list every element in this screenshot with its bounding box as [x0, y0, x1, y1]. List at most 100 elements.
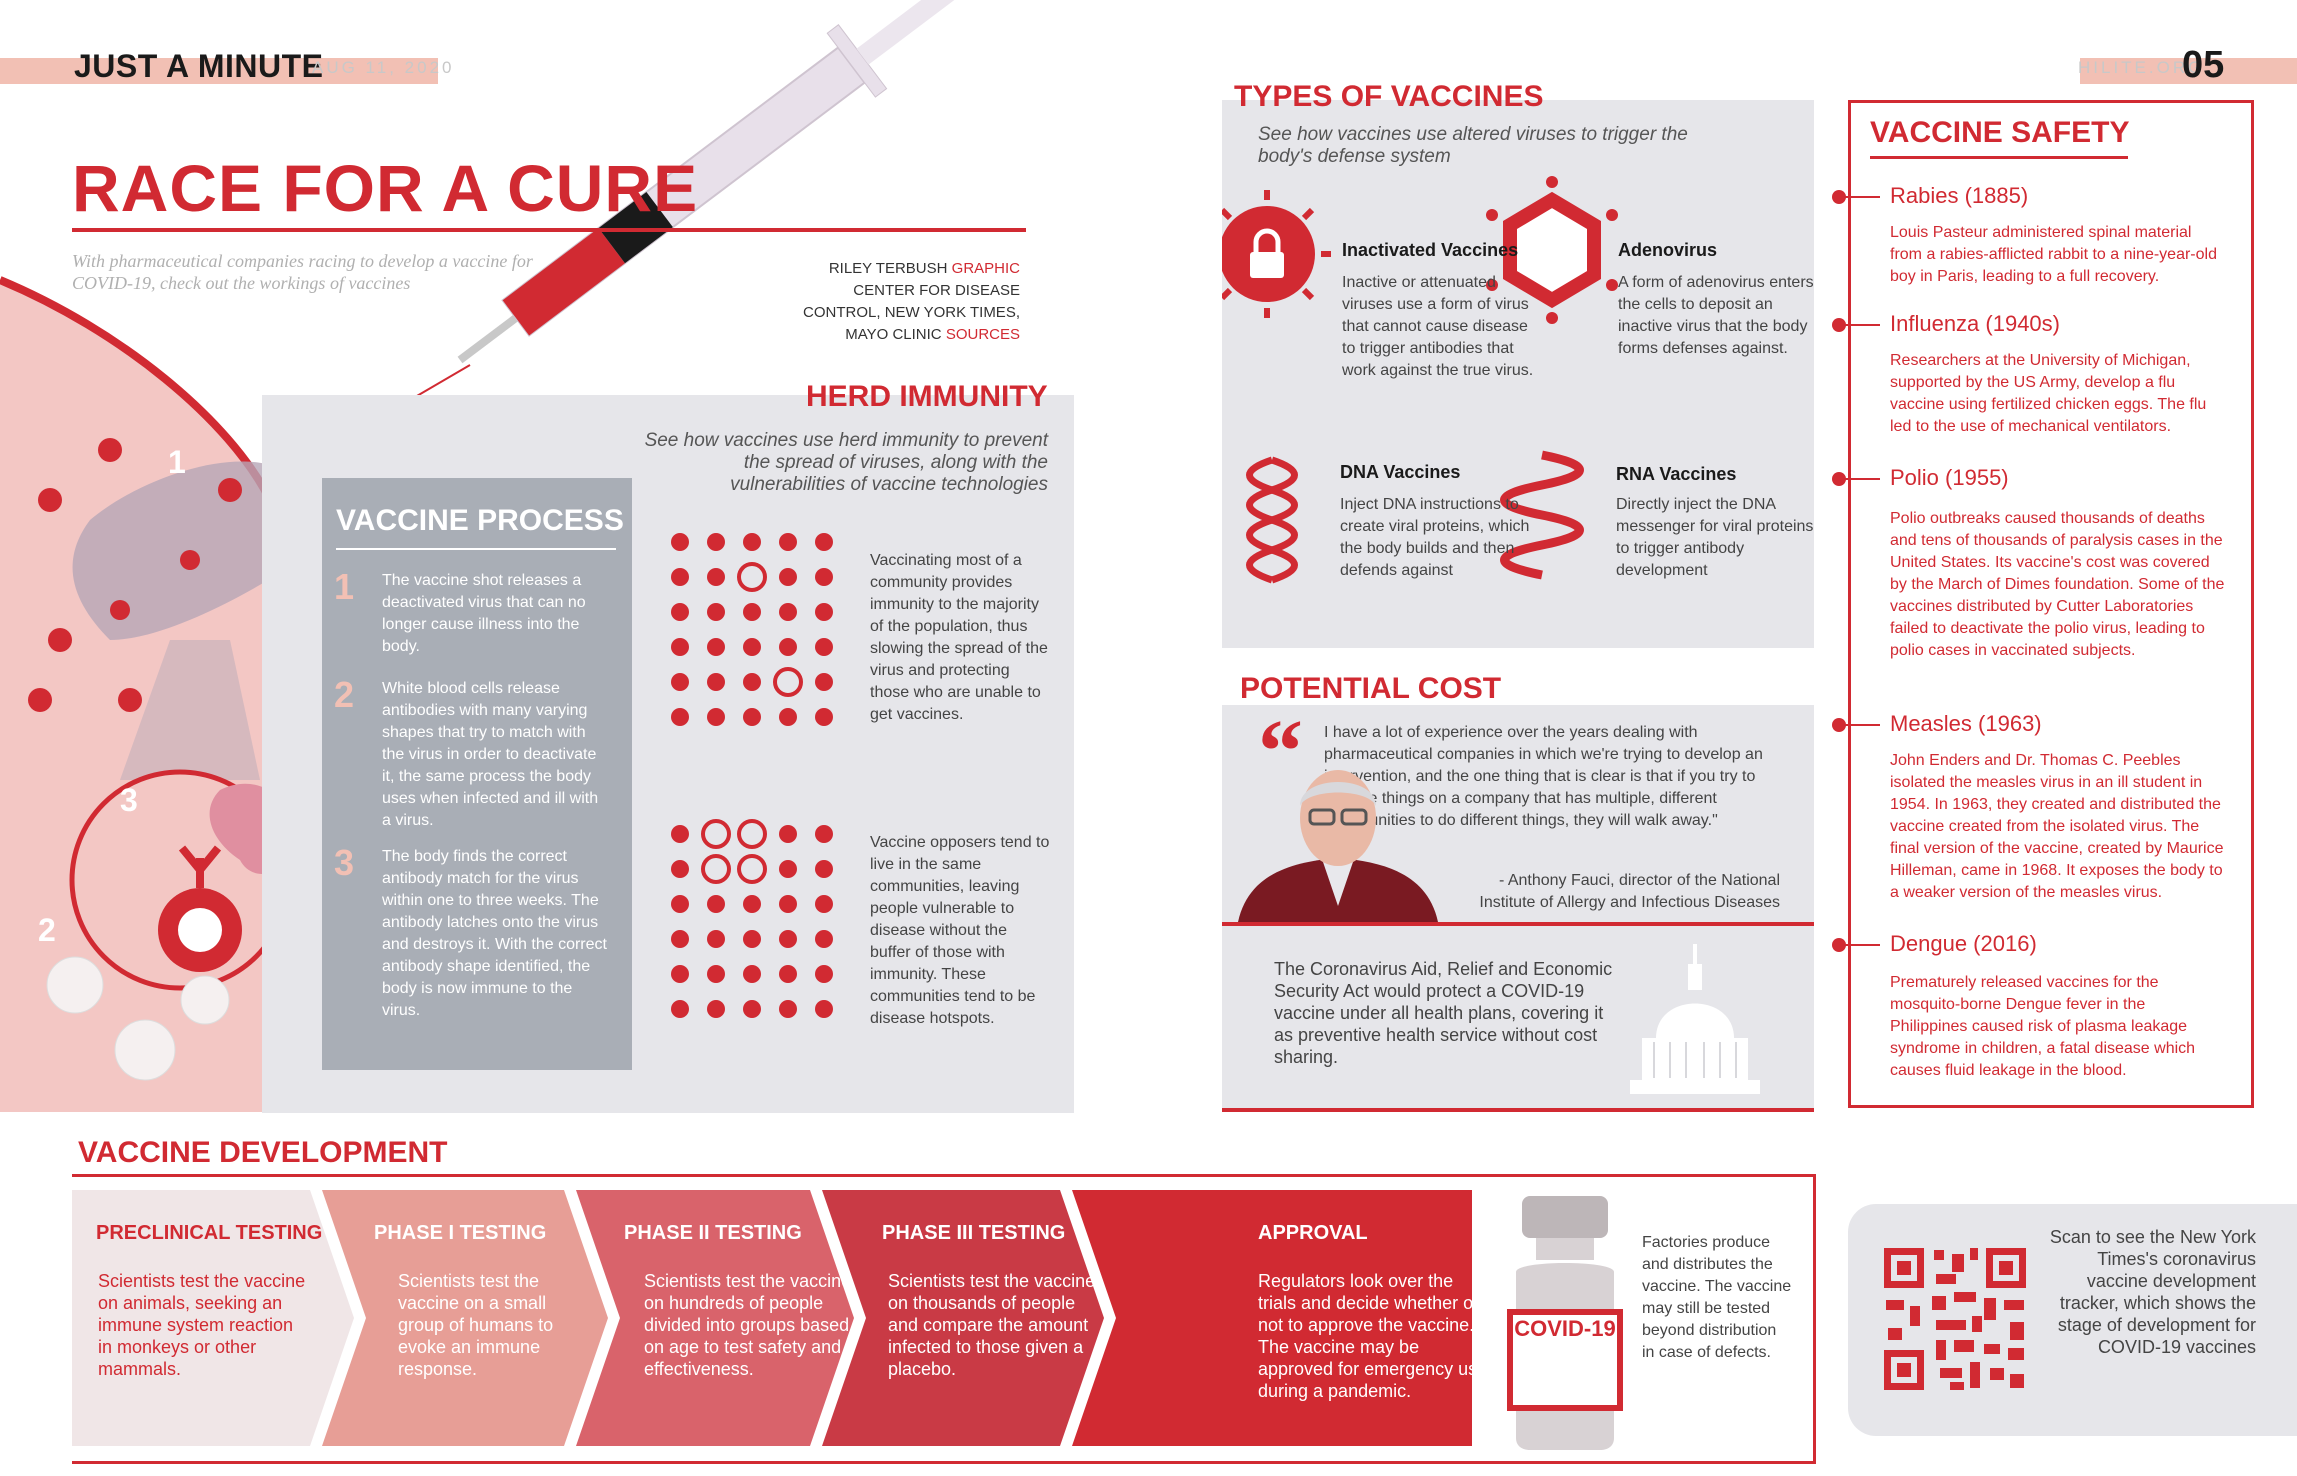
person-dot	[707, 895, 725, 913]
person-dot	[743, 930, 761, 948]
safety-item-title: Rabies (1885)	[1890, 183, 2029, 208]
timeline-dot	[1832, 318, 1846, 332]
vaccine-type-text: A form of adenovirus enters the cells to…	[1618, 274, 1814, 357]
person-dot	[707, 965, 725, 983]
person-dot	[707, 1000, 725, 1018]
person-dot	[671, 860, 689, 878]
biohazard-icon	[701, 819, 731, 849]
credit-name: MAYO CLINIC	[845, 326, 942, 343]
types-of-vaccines-title: TYPES OF VACCINES	[1234, 80, 1544, 113]
development-bottom-rule	[72, 1461, 1816, 1464]
safety-item-text: John Enders and Dr. Thomas C. Peebles is…	[1890, 752, 2224, 901]
fauci-portrait	[1238, 770, 1438, 922]
credit-name: RILEY TERBUSH	[828, 260, 948, 277]
person-dot	[743, 638, 761, 656]
credit-role: SOURCES	[945, 326, 1020, 343]
page-title: RACE FOR A CURE	[72, 151, 699, 225]
safety-item-title: Dengue (2016)	[1890, 931, 2037, 956]
person-dot	[815, 638, 833, 656]
person-dot	[671, 965, 689, 983]
safety-item-title: Polio (1955)	[1890, 465, 2009, 490]
person-dot	[779, 860, 797, 878]
illustration-number-2: 2	[38, 912, 56, 948]
vaccine-safety-title: VACCINE SAFETY	[1870, 116, 2130, 149]
header-bar-left	[0, 58, 438, 84]
person-dot	[779, 568, 797, 586]
person-dot	[707, 708, 725, 726]
person-dot	[671, 568, 689, 586]
person-dot	[815, 825, 833, 843]
person-dot	[779, 930, 797, 948]
vaccine-type-title: Adenovirus	[1618, 240, 1718, 260]
person-dot	[779, 965, 797, 983]
herd-dot-grid	[671, 533, 833, 1018]
person-dot	[743, 708, 761, 726]
person-dot	[779, 533, 797, 551]
dev-stage-text: Scientists test the vaccine on hundreds …	[644, 1271, 852, 1379]
vaccine-type-icons	[1222, 176, 1618, 584]
dev-stage-title: PHASE III TESTING	[882, 1222, 1066, 1244]
person-dot	[707, 533, 725, 551]
safety-item-text: Researchers at the University of Michiga…	[1890, 352, 2207, 435]
vial-label: COVID-19	[1514, 1316, 1616, 1341]
header-bar-right	[2080, 58, 2297, 84]
herd-text-vaccinated: Vaccinating most of a community provides…	[870, 552, 1048, 723]
person-dot	[815, 568, 833, 586]
person-dot	[779, 638, 797, 656]
person-dot	[671, 1000, 689, 1018]
quote-mark-icon: “	[1258, 702, 1303, 801]
development-right-rule	[1813, 1174, 1816, 1464]
person-dot	[779, 1000, 797, 1018]
qr-caption: Scan to see the New York Times's coronav…	[2049, 1227, 2256, 1357]
factories-text: Factories produce and distributes the va…	[1642, 1234, 1792, 1361]
person-dot	[743, 533, 761, 551]
process-step-text: The body finds the correct antibody matc…	[382, 848, 607, 1019]
types-of-vaccines-subtitle: See how vaccines use altered viruses to …	[1258, 124, 1688, 167]
dev-stage-title: PHASE II TESTING	[624, 1222, 802, 1244]
person-dot	[815, 930, 833, 948]
vaccine-safety-box	[1848, 100, 2254, 1108]
herd-immunity-subtitle: See how vaccines use herd immunity to pr…	[644, 430, 1048, 495]
person-dot	[707, 568, 725, 586]
cares-act-text: The Coronavirus Aid, Relief and Economic…	[1274, 959, 1613, 1067]
vaccine-process-rule	[336, 548, 616, 550]
vaccine-vial-icon	[1507, 1196, 1623, 1450]
illustration-number-3: 3	[120, 782, 138, 818]
section-label: JUST A MINUTE	[74, 48, 324, 84]
person-dot	[815, 1000, 833, 1018]
timeline-dot	[1832, 938, 1846, 952]
process-step-text: White blood cells release antibodies wit…	[382, 680, 599, 829]
page-number: 05	[2182, 44, 2225, 86]
person-dot	[779, 708, 797, 726]
rna-icon	[1500, 450, 1584, 580]
person-dot	[779, 603, 797, 621]
credits: RILEY TERBUSH GRAPHIC CENTER FOR DISEASE…	[720, 258, 1020, 346]
vaccine-development-title: VACCINE DEVELOPMENT	[78, 1136, 448, 1169]
inactivated-virus-icon	[1222, 190, 1331, 318]
adenovirus-icon	[1486, 176, 1618, 324]
vaccine-process-box	[322, 478, 632, 1070]
safety-item-title: Influenza (1940s)	[1890, 311, 2060, 336]
safety-item-text: Louis Pasteur administered spinal materi…	[1890, 224, 2217, 285]
qr-code-icon[interactable]	[1880, 1244, 2030, 1394]
person-dot	[779, 825, 797, 843]
person-dot	[707, 930, 725, 948]
person-dot	[815, 533, 833, 551]
cost-divider	[1222, 922, 1814, 926]
vaccine-process-title: VACCINE PROCESS	[336, 504, 624, 537]
vaccine-type-text: Directly inject the DNA messenger for vi…	[1616, 496, 1814, 579]
dev-stage-text: Scientists test the vaccine on a small g…	[398, 1271, 554, 1379]
process-step-number: 3	[334, 842, 355, 883]
illustration-number-1: 1	[168, 444, 186, 480]
person-dot	[671, 708, 689, 726]
site-name: HILITE.ORG	[2078, 58, 2205, 77]
person-dot	[815, 965, 833, 983]
person-dot	[815, 895, 833, 913]
fauci-quote: I have a lot of experience over the year…	[1324, 724, 1763, 829]
arm-syringe-illustration	[0, 0, 1037, 1113]
person-dot	[671, 533, 689, 551]
dev-stage-title: PHASE I TESTING	[374, 1222, 547, 1244]
title-rule	[72, 228, 1026, 232]
credit-role: GRAPHIC	[951, 260, 1020, 277]
person-dot	[671, 603, 689, 621]
